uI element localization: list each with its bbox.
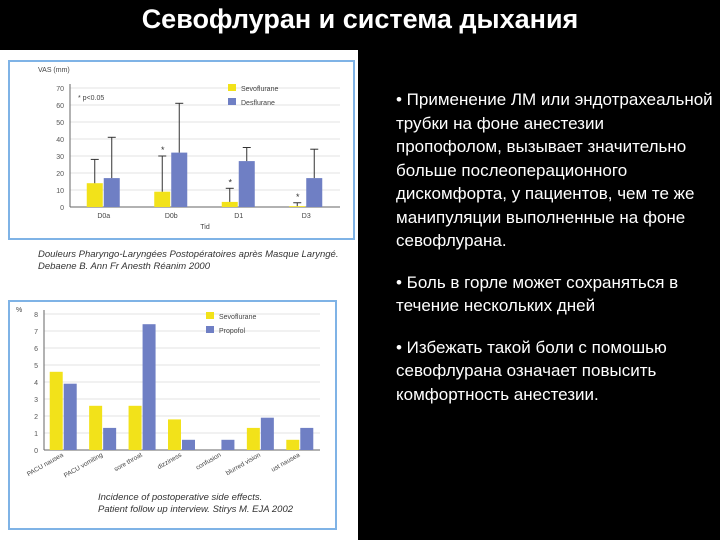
x-tick-label: PACU nausea [26, 451, 65, 478]
vas-chart-svg: 0 10 20 30 40 50 60 70 VAS (mm) D0a * D0b * D1 * D3 Tid *… [38, 67, 340, 231]
y-tick-label: 7 [34, 329, 38, 336]
y-tick-label: 60 [56, 103, 64, 110]
bottom-caption-line-2: Patient follow up interview. Stirys M. E… [98, 504, 294, 515]
legend-label: Sevoflurane [219, 314, 256, 321]
bar-comparator [182, 439, 195, 450]
significance-marker: * [161, 145, 165, 155]
x-tick-label: D3 [302, 213, 311, 220]
bar-sevoflurane [289, 206, 306, 207]
y-tick-label: 0 [60, 205, 64, 212]
y-tick-label: 0 [34, 448, 38, 455]
bar-sevoflurane [49, 371, 63, 450]
charts-panel: 0 10 20 30 40 50 60 70 VAS (mm) D0a * D0b * D1 * D3 Tid *… [0, 50, 358, 540]
y-axis-label: % [16, 307, 22, 314]
y-tick-label: 1 [34, 431, 38, 438]
legend-label: Propofol [219, 328, 246, 335]
x-tick-label: ust nausea [270, 451, 301, 473]
y-tick-label: 50 [56, 120, 64, 127]
bar-sevoflurane [86, 183, 103, 207]
y-tick-label: 10 [56, 188, 64, 195]
x-tick-label: confusion [195, 451, 223, 471]
top-caption-line-2: Debaene B. Ann Fr Anesth Réanim 2000 [38, 261, 210, 272]
slide-title: Севофлуран и система дыхания [141, 4, 579, 34]
x-tick-label: sore throat [113, 452, 144, 474]
x-tick-label: PACU vomiting [63, 451, 105, 479]
significance-marker: * [228, 177, 232, 187]
y-tick-label: 70 [56, 86, 64, 93]
y-tick-label: 4 [34, 380, 38, 387]
bar-comparator [103, 178, 120, 207]
bar-comparator [63, 383, 77, 450]
bar-sevoflurane [154, 191, 171, 207]
y-tick-label: 5 [34, 363, 38, 370]
side-effects-bar-chart: 0 1 2 3 4 5 6 7 8% PACU nausea PACU vomiting sore t… [8, 300, 337, 530]
significance-marker: * [296, 192, 300, 202]
bottom-chart-caption: Incidence of postoperative side effects.… [98, 492, 293, 516]
x-tick-label: dizziness [156, 451, 183, 471]
bar-sevoflurane [286, 439, 300, 450]
top-caption-line-1: Douleurs Pharyngo-Laryngées Postopératoi… [38, 249, 339, 260]
bar-sevoflurane [221, 201, 238, 207]
legend-swatch [206, 326, 214, 333]
x-tick-label: D1 [234, 213, 243, 220]
legend-swatch [206, 312, 214, 319]
top-chart-caption: Douleurs Pharyngo-Laryngées Postopératoi… [38, 249, 338, 273]
y-tick-label: 20 [56, 171, 64, 178]
bullet-item: • Избежать такой боли с помошью севофлур… [396, 337, 667, 404]
y-tick-label: 3 [34, 397, 38, 404]
bar-comparator [238, 161, 255, 207]
bullet-item: • Боль в горле может сохраняться в течен… [396, 272, 679, 316]
bar-comparator [142, 324, 156, 450]
x-tick-label: D0b [165, 213, 178, 220]
bottom-caption-line-1: Incidence of postoperative side effects. [98, 492, 263, 503]
y-tick-label: 2 [34, 414, 38, 421]
bar-sevoflurane [246, 427, 260, 450]
bar-sevoflurane [89, 405, 103, 450]
y-tick-label: 30 [56, 154, 64, 161]
bar-comparator [103, 427, 117, 450]
bar-comparator [171, 152, 188, 207]
bar-comparator [260, 417, 274, 450]
x-axis-label: Tid [200, 224, 210, 231]
y-tick-label: 6 [34, 346, 38, 353]
bullet-list: • Применение ЛМ или эндотрахеальной труб… [382, 88, 714, 424]
x-tick-label: D0a [97, 213, 110, 220]
y-axis-label: VAS (mm) [38, 67, 70, 74]
legend-label: Sevoflurane [241, 86, 278, 93]
legend-label: Desflurane [241, 100, 275, 107]
bullet-item: • Применение ЛМ или эндотрахеальной труб… [396, 90, 713, 250]
bar-sevoflurane [128, 405, 142, 450]
significance-note: * p<0.05 [78, 95, 104, 102]
bar-comparator [306, 178, 323, 207]
vas-bar-chart: 0 10 20 30 40 50 60 70 VAS (mm) D0a * D0b * D1 * D3 Tid *… [8, 60, 355, 240]
legend-swatch [228, 98, 236, 105]
bar-sevoflurane [168, 419, 181, 450]
x-tick-label: blurred vision [225, 451, 262, 477]
y-tick-label: 8 [34, 312, 38, 319]
bar-comparator [221, 439, 235, 450]
bar-comparator [300, 427, 314, 450]
legend-swatch [228, 84, 236, 91]
y-tick-label: 40 [56, 137, 64, 144]
